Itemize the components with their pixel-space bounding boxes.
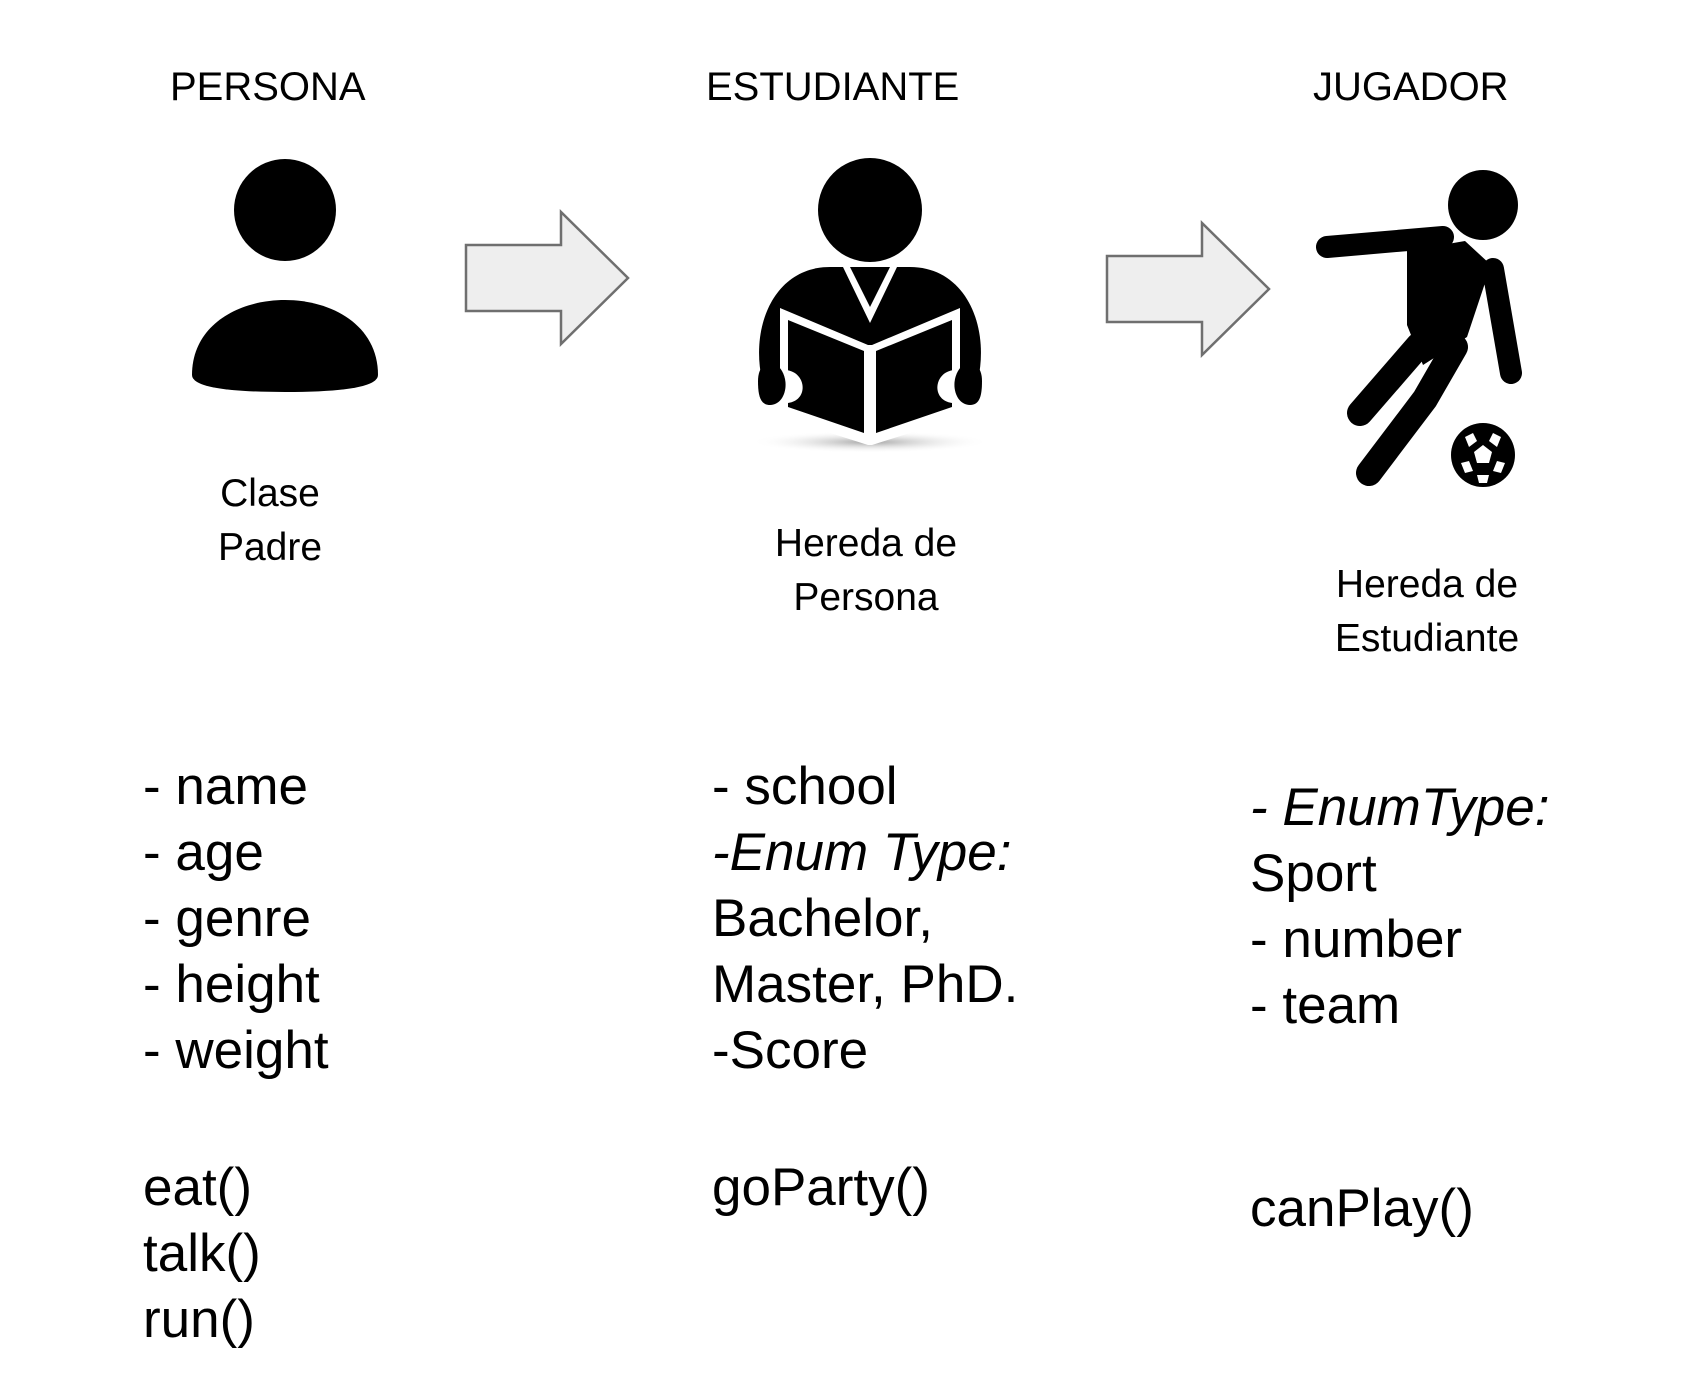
estudiante-title: ESTUDIANTE: [706, 65, 960, 109]
attribute-item: - name: [143, 757, 308, 816]
method-item: goParty(): [712, 1158, 930, 1217]
subtitle-line: Hereda de: [1335, 563, 1519, 606]
right-arrow-icon: [464, 209, 630, 347]
method-item: run(): [143, 1290, 255, 1349]
attribute-item: - EnumType:: [1250, 778, 1550, 837]
jugador-title: JUGADOR: [1313, 65, 1509, 109]
persona-attributes: - name - age - genre - height - weight: [143, 754, 329, 1084]
method-item: eat(): [143, 1158, 252, 1217]
jugador-subtitle: Hereda de Estudiante: [1317, 558, 1537, 666]
attribute-item: - age: [143, 823, 264, 882]
person-icon: [192, 159, 378, 392]
estudiante-attributes: - school -Enum Type: Bachelor, Master, P…: [712, 754, 1018, 1084]
attribute-item: - number: [1250, 910, 1463, 969]
subtitle-line: Hereda de: [774, 522, 958, 565]
estudiante-methods: goParty(): [712, 1155, 930, 1221]
persona-methods: eat() talk() run(): [143, 1155, 261, 1353]
subtitle-line: Clase: [220, 472, 320, 515]
attribute-item: - weight: [143, 1021, 329, 1080]
method-item: canPlay(): [1250, 1179, 1474, 1238]
attribute-item: - genre: [143, 889, 311, 948]
attribute-item: Sport: [1250, 844, 1377, 903]
jugador-methods: canPlay(): [1250, 1176, 1474, 1242]
right-arrow-icon: [1105, 220, 1271, 358]
persona-title: PERSONA: [170, 65, 366, 109]
jugador-attributes: - EnumType: Sport - number - team: [1250, 775, 1549, 1039]
persona-subtitle: Clase Padre: [180, 467, 360, 575]
subtitle-line: Persona: [793, 576, 939, 619]
attribute-item: - team: [1250, 976, 1401, 1035]
attribute-item: - school: [712, 757, 898, 816]
attribute-item: - height: [143, 955, 320, 1014]
subtitle-line: Estudiante: [1334, 617, 1520, 660]
attribute-item: Master, PhD.: [712, 955, 1019, 1014]
method-item: talk(): [143, 1224, 261, 1283]
attribute-item: -Score: [712, 1021, 869, 1080]
soccer-player-icon: [1316, 170, 1522, 487]
subtitle-line: Padre: [217, 526, 323, 569]
estudiante-subtitle: Hereda de Persona: [746, 517, 986, 625]
attribute-item: -Enum Type:: [712, 823, 1012, 882]
attribute-item: Bachelor,: [712, 889, 933, 948]
student-reading-icon: [750, 158, 990, 453]
